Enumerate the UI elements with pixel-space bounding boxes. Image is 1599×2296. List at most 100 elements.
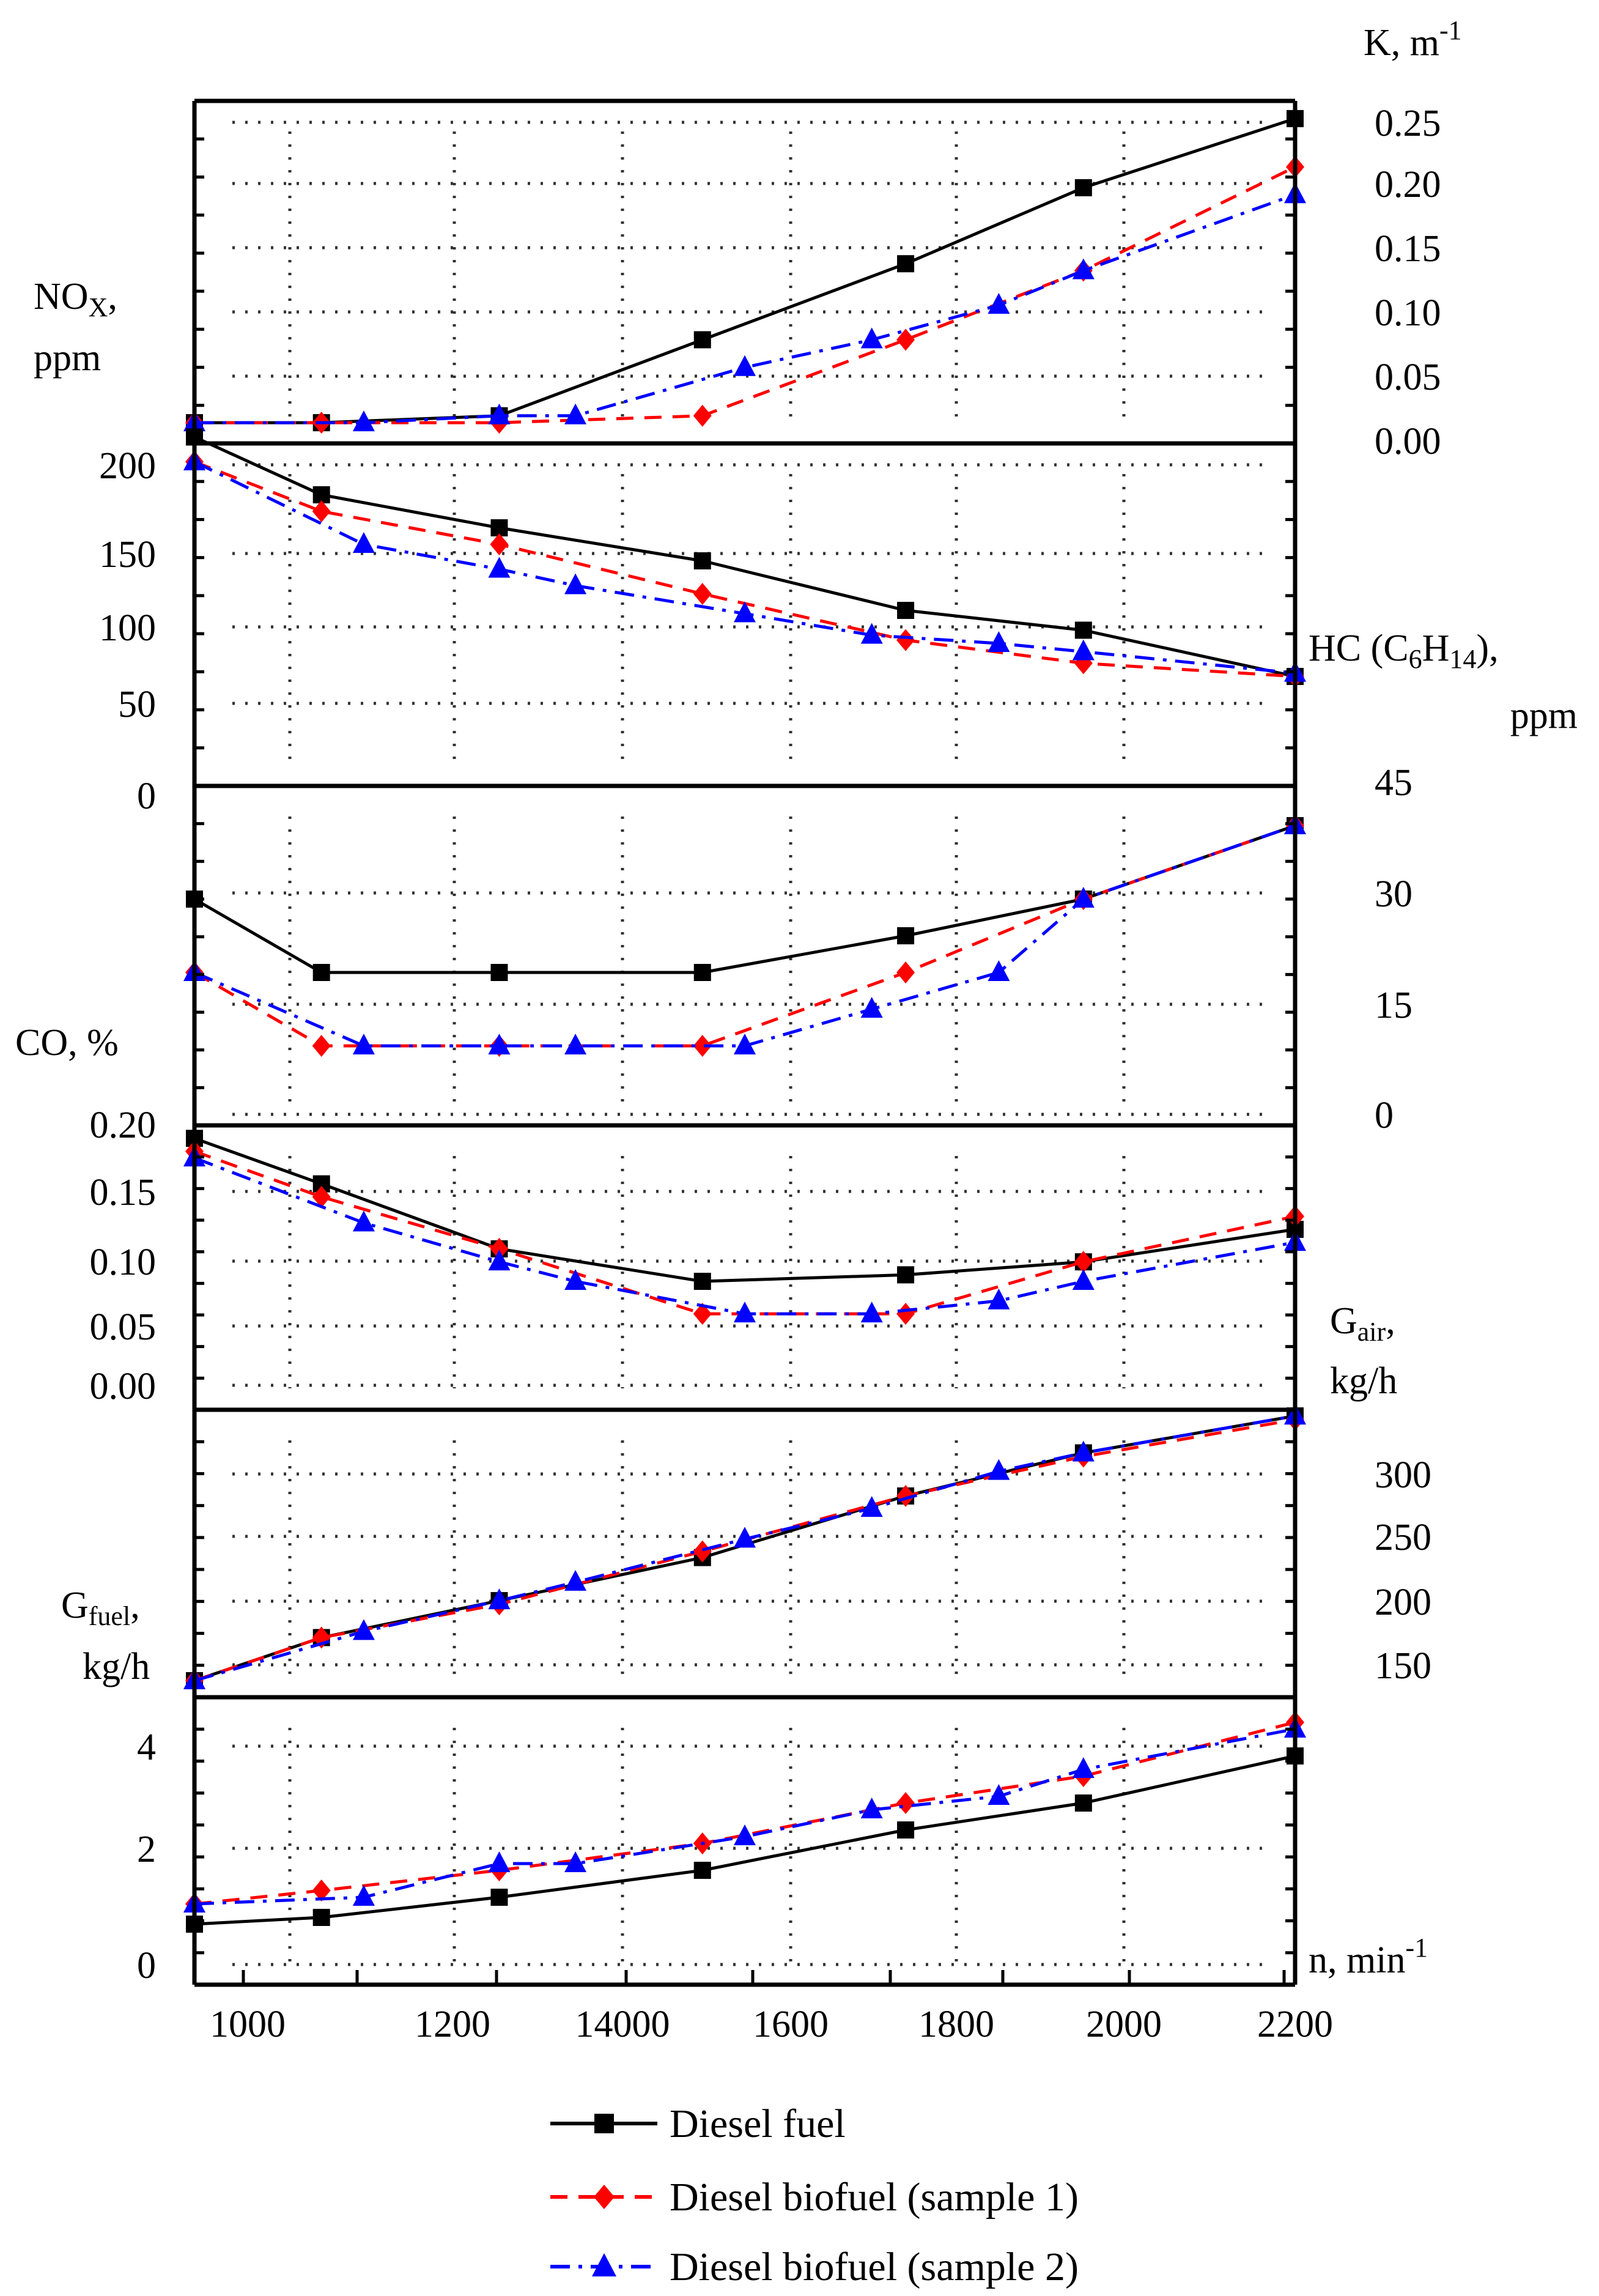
y-axis-title: CO, % — [15, 1022, 119, 1064]
frame-layer — [192, 98, 1298, 1987]
series-line — [194, 824, 1296, 1048]
data-point — [564, 1034, 587, 1054]
y-axis-title: K, m-1 — [1364, 15, 1462, 64]
data-point — [896, 1484, 915, 1507]
data-point — [1074, 179, 1092, 196]
data-point — [860, 1798, 883, 1818]
x-tick-label: 1200 — [415, 2004, 490, 2045]
y-tick-label: 15 — [1375, 985, 1413, 1026]
y-tick-label: 150 — [1375, 1645, 1431, 1687]
data-point — [897, 602, 915, 619]
series-line — [194, 1418, 1296, 1683]
y-axis-title-unit: kg/h — [83, 1646, 150, 1687]
data-point — [1072, 639, 1095, 661]
legend-marker — [594, 2114, 614, 2133]
data-point — [352, 410, 375, 432]
series-line — [194, 1150, 1296, 1316]
y-tick-label: 0.20 — [1375, 164, 1441, 206]
data-point — [693, 1273, 711, 1290]
data-point — [490, 1889, 508, 1906]
y-tick-label: 30 — [1375, 873, 1413, 915]
data-point — [988, 1784, 1010, 1805]
data-point — [488, 1250, 511, 1271]
data-point — [734, 355, 756, 376]
data-point — [352, 1034, 375, 1054]
data-point — [693, 1035, 712, 1057]
data-point — [860, 997, 883, 1018]
series-line — [194, 460, 1296, 678]
x-tick-label: 1800 — [918, 2004, 994, 2045]
data-point — [312, 1185, 331, 1208]
y-tick-label: 0.10 — [1375, 292, 1441, 334]
data-point — [734, 1824, 756, 1845]
data-point — [693, 583, 712, 605]
y-axis-title: Gfuel, — [61, 1585, 140, 1631]
data-point — [897, 1266, 915, 1284]
data-point — [897, 1821, 915, 1839]
series-line — [193, 435, 1296, 678]
data-point — [490, 533, 509, 555]
data-point — [312, 500, 331, 522]
data-point — [897, 927, 915, 944]
data-point — [352, 532, 375, 553]
series-layer — [183, 109, 1306, 1933]
data-point — [988, 293, 1010, 314]
data-point — [693, 1303, 712, 1325]
y-tick-label: 0.00 — [1375, 421, 1441, 462]
legend: Diesel fuel Diesel biofuel (sample 1) Dies… — [550, 2102, 1079, 2289]
data-point — [896, 629, 915, 651]
data-point — [693, 331, 711, 349]
y-tick-label: 150 — [99, 534, 156, 576]
x-tick-label: 14000 — [575, 2004, 670, 2045]
series-line — [194, 1720, 1296, 1906]
data-point — [860, 623, 883, 644]
data-point — [896, 1303, 915, 1325]
series-line — [194, 165, 1296, 424]
data-point — [564, 1269, 587, 1290]
data-point — [860, 1302, 883, 1323]
y-axis-title-unit: ppm — [34, 337, 101, 379]
y-tick-label: 200 — [1375, 1582, 1431, 1623]
y-tick-label: 250 — [1375, 1517, 1431, 1558]
data-point — [564, 403, 587, 424]
y-tick-label: 50 — [118, 684, 156, 725]
data-point — [988, 631, 1010, 652]
legend-label: Diesel biofuel (sample 1) — [670, 2175, 1079, 2220]
series-line — [194, 1727, 1296, 1906]
series-line — [194, 193, 1296, 424]
grid-layer — [232, 120, 1269, 1966]
y-axis-title: Gair, — [1330, 1300, 1395, 1347]
y-axis-title-unit: ppm — [1510, 695, 1578, 736]
series-line — [194, 1136, 1296, 1283]
data-point — [734, 1034, 756, 1054]
y-tick-label: 0.05 — [90, 1306, 157, 1348]
data-point — [488, 1851, 511, 1872]
y-tick-label: 0.15 — [1375, 228, 1441, 270]
y-tick-label: 0 — [1375, 1095, 1394, 1136]
series-line — [194, 1414, 1296, 1683]
data-point — [1072, 258, 1095, 280]
y-tick-label: 0.25 — [1375, 103, 1441, 144]
data-point — [312, 1909, 330, 1926]
y-tick-label: 0 — [137, 776, 156, 817]
data-point — [490, 1237, 509, 1260]
data-point — [564, 1851, 587, 1872]
data-point — [488, 403, 511, 424]
data-point — [860, 1496, 883, 1517]
data-point — [488, 557, 511, 578]
data-point — [897, 255, 915, 273]
data-point — [564, 573, 587, 594]
series-line — [194, 1156, 1296, 1316]
y-tick-label: 0.00 — [90, 1366, 157, 1407]
data-point — [988, 960, 1010, 981]
data-point — [564, 1569, 587, 1591]
data-point — [693, 404, 712, 427]
data-point — [352, 1885, 375, 1906]
legend-label: Diesel fuel — [670, 2102, 846, 2146]
y-tick-label: 200 — [99, 445, 156, 487]
data-point — [734, 1302, 756, 1323]
y-tick-label: 300 — [1375, 1454, 1431, 1496]
data-point — [312, 1879, 331, 1902]
